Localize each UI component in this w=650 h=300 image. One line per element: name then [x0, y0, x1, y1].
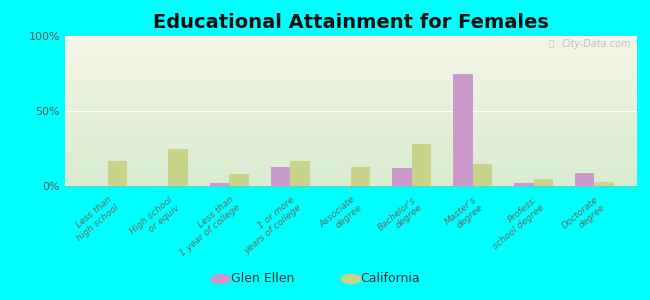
Bar: [270, 167, 290, 186]
Text: City-Data.com: City-Data.com: [562, 39, 631, 49]
Text: Ⓐ: Ⓐ: [549, 39, 554, 48]
Title: Educational Attainment for Females: Educational Attainment for Females: [153, 13, 549, 32]
Bar: [514, 183, 534, 186]
Bar: [534, 178, 553, 186]
Text: California: California: [361, 272, 421, 286]
Bar: [229, 174, 249, 186]
Bar: [351, 167, 370, 186]
Bar: [393, 168, 412, 186]
Bar: [108, 160, 127, 186]
Bar: [168, 148, 188, 186]
Bar: [575, 172, 594, 186]
Text: Glen Ellen: Glen Ellen: [231, 272, 294, 286]
Bar: [453, 74, 473, 186]
Bar: [210, 183, 229, 186]
Bar: [412, 144, 432, 186]
Bar: [594, 182, 614, 186]
Bar: [473, 164, 492, 186]
Bar: [290, 160, 309, 186]
